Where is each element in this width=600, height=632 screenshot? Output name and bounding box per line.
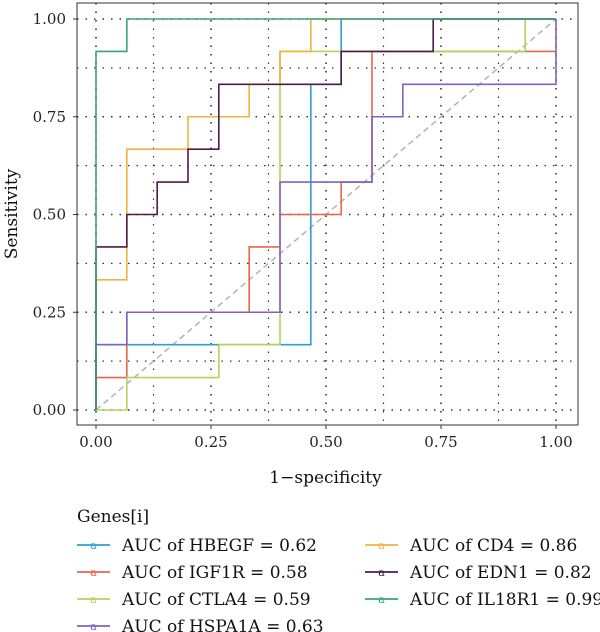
axis-ticks: 0.00 0.25 0.50 0.75 1.00 0.00 0.25 0.50 0.75 1.00	[33, 10, 573, 451]
y-tick-label: 0.25	[33, 303, 66, 321]
legend-item-label: AUC of EDN1 = 0.82	[409, 563, 592, 583]
legend-item-label: AUC of IL18R1 = 0.99	[409, 590, 600, 610]
x-tick-label: 0.25	[194, 433, 227, 451]
legend-item-label: AUC of CTLA4 = 0.59	[121, 590, 311, 610]
y-tick-label: 0.75	[33, 108, 66, 126]
roc-series-line-4	[95, 19, 557, 410]
x-tick-label: 0.75	[424, 433, 457, 451]
legend-key-glyph: a	[378, 593, 385, 606]
x-tick-label: 1.00	[539, 433, 572, 451]
y-tick-label: 0.50	[33, 206, 66, 224]
legend-key-glyph: a	[90, 539, 97, 552]
legend-title: Genes[i]	[77, 507, 149, 527]
legend-item-label: AUC of CD4 = 0.86	[409, 536, 577, 556]
roc-series-line-7	[95, 18, 556, 410]
legend-item-label: AUC of HBEGF = 0.62	[121, 536, 317, 556]
legend-item-label: AUC of HSPA1A = 0.63	[121, 617, 324, 632]
legend-key-glyph: a	[90, 566, 97, 579]
legend-key-glyph: a	[90, 620, 97, 632]
legend: a AUC of HBEGF = 0.62 a AUC of IGF1R = 0.58…	[77, 536, 600, 632]
y-tick-label: 1.00	[33, 10, 66, 28]
roc-series-line-6	[95, 18, 556, 410]
legend-key-glyph: a	[378, 566, 385, 579]
x-axis-title: 1−specificity	[269, 468, 382, 488]
x-tick-label: 0.00	[79, 433, 112, 451]
y-tick-label: 0.00	[33, 401, 66, 419]
roc-series-line-5	[95, 18, 556, 410]
y-axis-title: Sensitivity	[2, 168, 22, 259]
legend-item-label: AUC of IGF1R = 0.58	[121, 563, 308, 583]
roc-series-line-3	[96, 18, 556, 411]
legend-key-glyph: a	[90, 593, 97, 606]
x-tick-label: 0.50	[309, 433, 342, 451]
roc-curves	[95, 18, 557, 411]
legend-key-glyph: a	[378, 539, 385, 552]
